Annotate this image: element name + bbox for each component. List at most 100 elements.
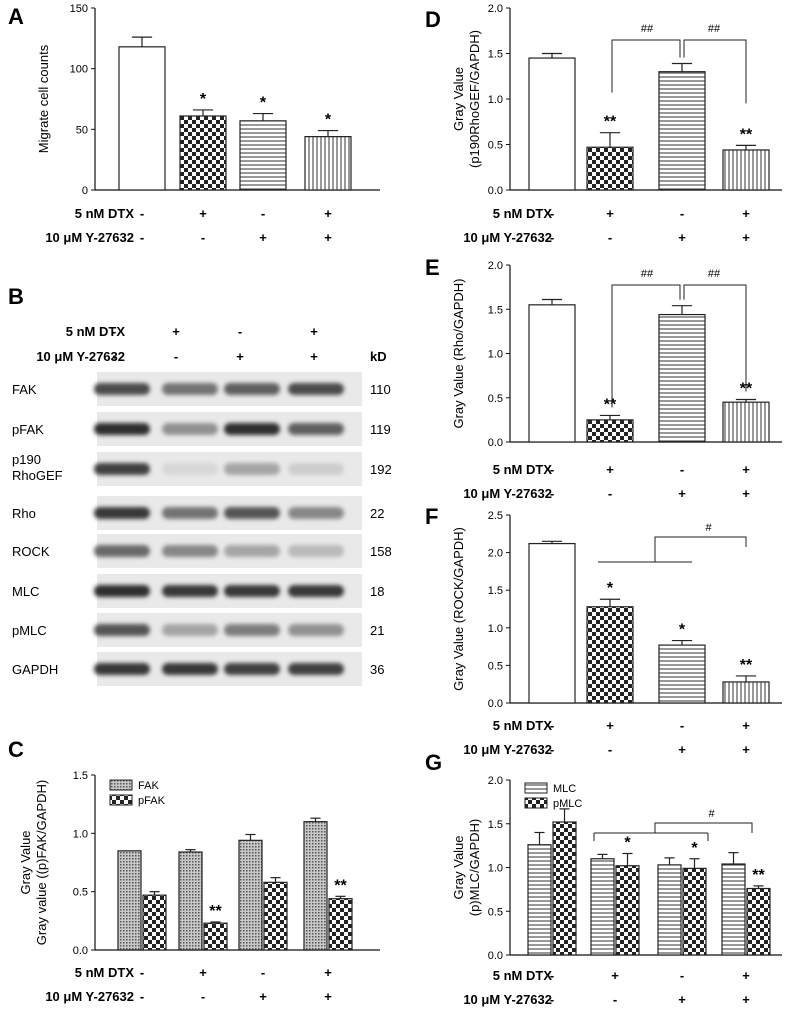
panel-letter-d: D [425, 7, 441, 32]
e-treatment-y-sign: - [608, 486, 612, 501]
blot-treatment-y-label: 10 μM Y-27632 [36, 349, 125, 364]
blot-kd-value: 18 [370, 584, 384, 599]
d-bracket [611, 39, 681, 93]
e-bracket-label: ## [708, 268, 721, 280]
c-legend-swatch [109, 794, 133, 806]
blot-kd-label: kD [370, 349, 387, 364]
g-bar [527, 844, 552, 956]
g-treatment-y-sign: - [613, 992, 617, 1007]
c-treatment-dtx-label: 5 nM DTX [75, 965, 135, 980]
blot-band [162, 383, 218, 395]
f-treatment-y-sign: - [550, 742, 554, 757]
blot-band [94, 463, 150, 475]
blot-band [224, 463, 280, 475]
c-y-tick-label: 1.0 [73, 828, 88, 840]
g-legend-label: pMLC [553, 798, 582, 810]
blot-row-label: MLC [12, 584, 39, 599]
d-bar [658, 71, 706, 191]
f-bracket-label: # [705, 522, 712, 534]
f-treatment-dtx-sign: - [550, 718, 554, 733]
blot-kd-value: 158 [370, 544, 392, 559]
c-significance-mark: ** [334, 877, 347, 894]
chart-panel-d: 0.0 0.5 1.0 1.5 2.0 Gray Value (p190RhoGEF/GAP… [451, 3, 782, 245]
f-y-tick-label: 2.5 [488, 510, 503, 522]
d-treatment-dtx-sign: + [742, 206, 750, 221]
f-treatment-dtx-sign: - [680, 718, 684, 733]
f-treatment-dtx-sign: + [606, 718, 614, 733]
blot-row-label: ROCK [12, 544, 50, 559]
chart-panel-a: 0 50 100 150 Migrate cell counts * * * 5 nM DTX 1… [36, 3, 380, 245]
c-treatment-y-sign: - [201, 989, 205, 1004]
g-treatment-dtx-sign: - [550, 968, 554, 983]
e-y-tick-label: 0.0 [488, 437, 503, 449]
blot-band [162, 463, 218, 475]
a-y-tick-label: 100 [70, 64, 88, 76]
d-significance-mark: ** [604, 114, 617, 131]
f-treatment-dtx-sign: + [742, 718, 750, 733]
a-bar [118, 46, 166, 191]
blot-row-label: GAPDH [12, 662, 58, 677]
blot-band [288, 507, 344, 519]
blot-treatment-dtx-label: 5 nM DTX [66, 324, 126, 339]
blot-band [162, 423, 218, 435]
blot-band [224, 663, 280, 675]
d-y-tick-label: 1.0 [488, 94, 503, 106]
blot-row-label: p190 [12, 452, 41, 467]
c-treatment-y-sign: + [259, 989, 267, 1004]
e-significance-mark: ** [604, 396, 617, 413]
blot-band [162, 624, 218, 636]
f-treatment-dtx-label: 5 nM DTX [493, 718, 553, 733]
blot-band [224, 383, 280, 395]
a-bar [304, 136, 352, 191]
blot-band [224, 585, 280, 597]
g-bar [746, 887, 771, 956]
g-treatment-dtx-sign: + [742, 968, 750, 983]
e-bar [528, 304, 576, 443]
a-treatment-dtx-sign: - [140, 206, 144, 221]
blot-dtx-sign: + [172, 324, 180, 339]
f-treatment-y-sign: - [608, 742, 612, 757]
e-y-tick-label: 2.0 [488, 260, 503, 272]
d-y-label: (p190RhoGEF/GAPDH) [467, 30, 482, 168]
g-legend-swatch [524, 797, 548, 809]
a-significance-mark: * [260, 95, 267, 112]
f-bar [586, 606, 634, 704]
f-significance-mark: * [607, 580, 614, 597]
f-bar [722, 681, 770, 704]
a-treatment-y-sign: + [324, 230, 332, 245]
g-y-tick-label: 1.0 [488, 863, 503, 875]
d-y-tick-label: 0.0 [488, 185, 503, 197]
g-y-label: Gray Value [451, 835, 466, 899]
c-bar [263, 881, 288, 951]
a-treatment-dtx-sign: + [324, 206, 332, 221]
blot-y-sign: - [174, 349, 178, 364]
blot-band [94, 663, 150, 675]
e-treatment-y-label: 10 μM Y-27632 [463, 486, 552, 501]
blot-row-label: RhoGEF [12, 468, 63, 483]
g-bar [682, 867, 707, 956]
c-treatment-y-sign: - [140, 989, 144, 1004]
a-treatment-y-sign: + [259, 230, 267, 245]
blot-kd-value: 22 [370, 506, 384, 521]
c-bar [203, 922, 228, 951]
a-y-tick-label: 150 [70, 3, 88, 15]
c-bar [303, 821, 328, 951]
d-treatment-y-sign: - [608, 230, 612, 245]
g-significance-mark: * [624, 835, 631, 852]
f-y-tick-label: 2.0 [488, 548, 503, 560]
e-treatment-dtx-sign: - [680, 462, 684, 477]
c-legend-label: FAK [138, 780, 159, 792]
e-bracket [683, 284, 747, 392]
f-y-label: Gray Value (ROCK/GAPDH) [451, 527, 466, 691]
blot-row-label: pFAK [12, 422, 44, 437]
a-treatment-y-sign: - [201, 230, 205, 245]
c-bar [238, 839, 263, 951]
blot-band [94, 423, 150, 435]
chart-panel-c: 0.0 0.5 1.0 1.5 Gray Value Gray value ((p)FAK… [18, 770, 380, 1004]
c-legend-label: pFAK [138, 795, 166, 807]
blot-band [288, 463, 344, 475]
e-treatment-dtx-sign: + [742, 462, 750, 477]
